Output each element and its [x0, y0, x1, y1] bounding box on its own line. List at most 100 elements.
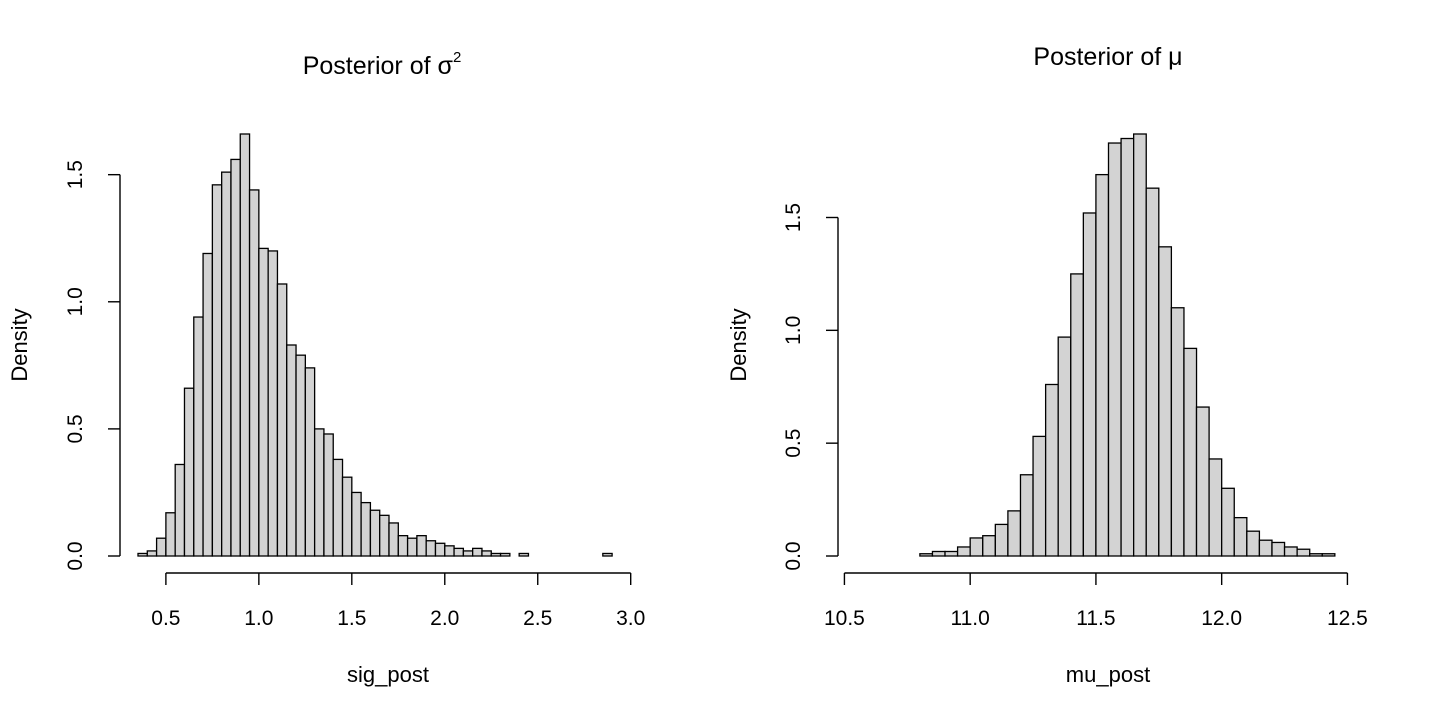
histogram-bar	[1158, 246, 1173, 557]
histogram-bar	[267, 250, 279, 557]
histogram-bar	[1271, 541, 1286, 557]
histogram-bar	[313, 428, 325, 557]
histogram-bar	[472, 547, 483, 557]
histogram-bar	[1145, 187, 1160, 557]
histogram-bar	[444, 545, 455, 557]
y-tick-label: 1.5	[782, 203, 805, 232]
histogram-bar	[286, 344, 297, 557]
histogram-bar	[397, 535, 409, 557]
histogram-bar	[931, 550, 946, 557]
histogram-bars	[137, 133, 613, 557]
x-tick-label: 1.5	[337, 607, 366, 630]
histogram-bar	[1095, 173, 1110, 557]
x-tick-label: 1.0	[244, 607, 273, 630]
y-tick-label: 1.0	[782, 316, 805, 345]
histogram-bar	[248, 189, 260, 557]
x-tick-label: 11.0	[951, 607, 990, 630]
histogram-bar	[1133, 133, 1147, 557]
x-tick-label: 12.5	[1327, 607, 1368, 630]
y-tick-label: 0.0	[64, 541, 87, 570]
y-axis-label: Density	[7, 308, 32, 381]
histogram-bar	[1007, 510, 1022, 557]
y-axis-label: Density	[726, 308, 751, 381]
histogram-bar	[944, 550, 959, 557]
histogram-bar	[919, 553, 934, 557]
histogram-bar	[434, 542, 446, 557]
y-tick-label: 1.0	[64, 287, 87, 316]
histogram-bar	[230, 158, 241, 557]
histogram-bar	[258, 247, 269, 557]
y-axis: 0.0 0.5 1.0 1.5	[64, 160, 121, 571]
histogram-bar	[1019, 474, 1034, 557]
histogram-bars	[919, 133, 1336, 557]
histogram-bar	[211, 184, 223, 557]
y-tick-label: 0.0	[782, 541, 805, 570]
histogram-bar	[323, 433, 334, 557]
histogram-bar	[1044, 383, 1059, 557]
histogram-bar	[183, 387, 195, 557]
histogram-bar	[481, 550, 492, 557]
x-axis-label: sig_post	[347, 662, 429, 687]
title-superscript: 2	[453, 49, 461, 66]
x-tick-label: 0.5	[151, 607, 180, 630]
histogram-bar	[1221, 487, 1235, 557]
histogram-bar	[360, 501, 372, 557]
histogram-bar	[982, 535, 996, 557]
histogram-bar	[1082, 212, 1097, 557]
histogram-bar	[369, 509, 381, 557]
histogram-bar	[379, 514, 390, 557]
histogram-bar	[304, 367, 316, 557]
histogram-bar	[332, 458, 344, 557]
histogram-bar	[1208, 458, 1223, 557]
x-tick-label: 10.5	[824, 607, 865, 630]
histogram-bar	[969, 537, 984, 557]
histogram-bar	[1195, 406, 1210, 557]
sigma-squared-posterior-histogram: Posterior of σ2 0.5 1.0 1.5 2.0 2.5 3.0 0.00.…	[7, 49, 645, 687]
histogram-bar	[202, 252, 214, 557]
histogram-bar	[1309, 553, 1323, 557]
histogram-bar	[1233, 516, 1248, 557]
y-tick-label: 0.5	[64, 414, 87, 443]
chart-title: Posterior of μ	[1033, 43, 1182, 71]
histogram-bar	[416, 535, 427, 557]
histogram-bar	[341, 476, 353, 557]
histogram-bar	[295, 354, 306, 557]
x-tick-label: 3.0	[616, 607, 645, 630]
histogram-bar	[994, 523, 1009, 557]
histogram-bar	[276, 283, 288, 557]
histogram-bar	[425, 540, 437, 557]
histogram-bar	[221, 171, 232, 557]
x-axis: 10.5 11.0 11.5 12.0 12.5	[824, 572, 1368, 630]
x-axis: 0.5 1.0 1.5 2.0 2.5 3.0	[151, 572, 645, 630]
histogram-bar	[165, 512, 176, 557]
histogram-bar	[1296, 548, 1311, 557]
histogram-bar	[1107, 142, 1122, 557]
histogram-bar	[155, 537, 167, 557]
mu-posterior-histogram: Posterior of μ 10.5 11.0 11.5 12.0 12.5 0.00…	[726, 43, 1368, 687]
histogram-bar	[462, 550, 474, 557]
histogram-bar	[137, 552, 148, 557]
histogram-bar	[602, 552, 613, 557]
histogram-bar	[388, 522, 399, 557]
histogram-bar	[1321, 553, 1336, 557]
histogram-bar	[1057, 336, 1072, 557]
histogram-bar	[1032, 435, 1047, 557]
histogram-bar	[1258, 539, 1273, 557]
histogram-bar	[499, 552, 511, 557]
histogram-bar	[490, 552, 502, 557]
x-axis-label: mu_post	[1066, 662, 1150, 687]
histogram-bar	[193, 316, 204, 557]
histogram-bar	[518, 552, 530, 557]
y-axis: 0.0 0.5 1.0 1.5	[782, 203, 839, 571]
y-tick-label: 0.5	[782, 429, 805, 458]
histogram-bar	[1283, 546, 1298, 557]
histogram-bar	[956, 546, 971, 557]
histogram-bar	[1170, 307, 1185, 557]
x-tick-label: 2.5	[523, 607, 552, 630]
chart-title: Posterior of σ2	[303, 49, 462, 80]
histogram-bar	[239, 133, 251, 557]
x-tick-label: 12.0	[1201, 607, 1242, 630]
histogram-bar	[406, 537, 418, 557]
y-tick-label: 1.5	[64, 160, 87, 189]
